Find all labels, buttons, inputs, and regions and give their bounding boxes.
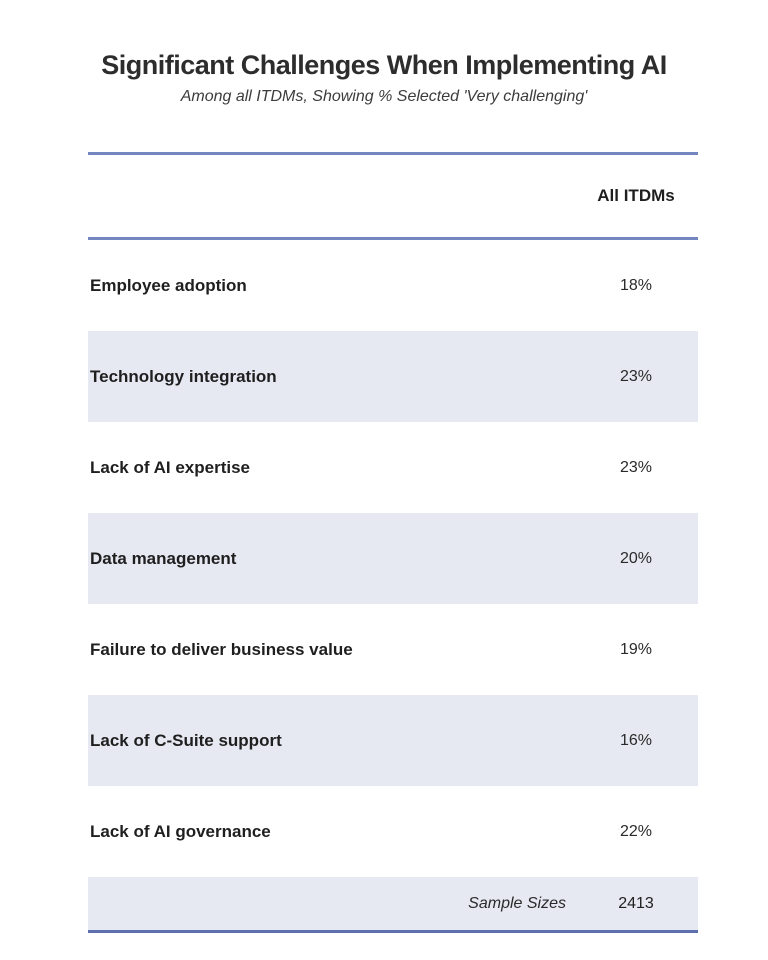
row-value: 19% [619, 640, 653, 658]
challenges-table: All ITDMs Employee adoption 18% Technolo… [88, 152, 698, 933]
row-value: 16% [619, 731, 653, 749]
row-value: 18% [619, 276, 653, 294]
table-row: Employee adoption 18% [88, 240, 698, 331]
row-label: Lack of AI expertise [90, 457, 250, 477]
row-label: Employee adoption [90, 275, 247, 295]
page-subtitle: Among all ITDMs, Showing % Selected 'Ver… [180, 88, 588, 105]
row-label: Technology integration [90, 366, 277, 386]
table-row: Data management 20% [88, 513, 698, 604]
table-row: Lack of C-Suite support 16% [88, 695, 698, 786]
column-header-all-itdms: All ITDMs [597, 186, 675, 205]
table-row: Lack of AI governance 22% [88, 786, 698, 877]
sample-sizes-row: Sample Sizes 2413 [88, 877, 698, 933]
table-header-row: All ITDMs [88, 152, 698, 240]
sample-sizes-label: Sample Sizes [468, 894, 566, 912]
table-row: Lack of AI expertise 23% [88, 422, 698, 513]
row-label: Lack of AI governance [90, 821, 271, 841]
page-title: Significant Challenges When Implementing… [101, 50, 667, 80]
row-label: Failure to deliver business value [90, 639, 353, 659]
row-value: 22% [619, 822, 653, 840]
row-label: Lack of C-Suite support [90, 730, 282, 750]
row-value: 23% [619, 458, 653, 476]
row-label: Data management [90, 548, 237, 568]
sample-size-value: 2413 [618, 894, 654, 912]
row-value: 23% [619, 367, 653, 385]
table-row: Failure to deliver business value 19% [88, 604, 698, 695]
row-value: 20% [619, 549, 653, 567]
table-body: Employee adoption 18% Technology integra… [88, 240, 698, 877]
table-row: Technology integration 23% [88, 331, 698, 422]
